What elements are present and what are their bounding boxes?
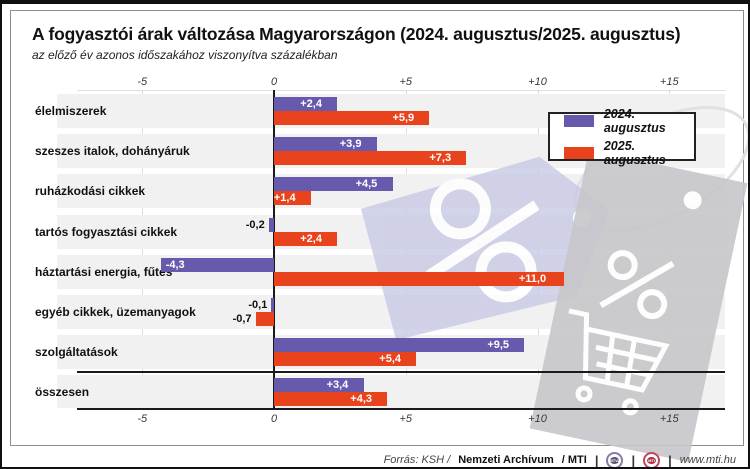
bar-2024 xyxy=(274,338,525,353)
bar-2024 xyxy=(274,177,393,192)
bar-value-label: +11,0 xyxy=(518,272,547,285)
bar-2025 xyxy=(274,191,311,206)
category-label: szeszes italok, dohányáruk xyxy=(35,144,190,159)
bar-value-label: +4,5 xyxy=(355,178,378,191)
source-prefix: Forrás: KSH / xyxy=(383,454,451,466)
summary-separator-line xyxy=(77,371,725,374)
category-label: ruházkodási cikkek xyxy=(35,184,146,199)
category-label: egyéb cikkek, üzemanyagok xyxy=(35,305,196,319)
bar-value-label: +7,3 xyxy=(429,152,452,165)
mtva-logo-text: MTVA xyxy=(609,456,621,464)
bar-chart: -5 -5 0 0 +5 +5 +10 +10 +15 +15 élelmiszerek +2,4 +5… xyxy=(2,4,748,467)
bar-value-label: +3,9 xyxy=(339,138,362,151)
bar-value-label: +5,4 xyxy=(379,353,401,366)
category-label: élelmiszerek xyxy=(35,104,107,118)
bar-2024 xyxy=(274,378,364,393)
bar-value-label: -0,7 xyxy=(232,313,252,325)
website-link[interactable]: www.mti.hu xyxy=(679,454,736,466)
x-tick-label-top: -5 xyxy=(137,76,148,88)
source-archive: Nemzeti Archívum xyxy=(458,454,554,466)
legend-item-2025: 2025. augusztus xyxy=(550,139,694,167)
bar-value-label: +9,5 xyxy=(487,339,510,352)
chart-frame xyxy=(10,10,744,446)
x-tick-label-bottom: +10 xyxy=(528,413,547,425)
bar-value-label: -4,3 xyxy=(165,258,185,271)
bar-2025 xyxy=(274,231,338,246)
footer-separator: | xyxy=(668,452,672,468)
zero-axis-line xyxy=(273,90,275,408)
bar-2025 xyxy=(274,392,388,407)
chart-legend: 2024. augusztus 2025. augusztus xyxy=(548,107,696,167)
mti-logo-text: MTI xyxy=(647,456,657,464)
bar-2025 xyxy=(274,271,564,286)
x-tick-label-top: +10 xyxy=(528,76,547,88)
plot-top-line xyxy=(77,90,725,91)
mti-logo-icon: MTI xyxy=(643,451,661,467)
page-title: A fogyasztói árak változása Magyarország… xyxy=(32,24,681,44)
bar-value-label: +3,4 xyxy=(326,379,349,392)
x-tick-label-bottom: -5 xyxy=(137,413,148,425)
bar-value-label: +5,9 xyxy=(392,112,415,124)
bar-2024 xyxy=(268,217,274,232)
bar-2025 xyxy=(274,352,417,367)
bar-2024 xyxy=(274,137,377,152)
bar-value-label: -0,1 xyxy=(248,299,268,311)
mtva-logo-icon: MTVA xyxy=(606,451,624,467)
source-suffix: / MTI xyxy=(561,454,587,466)
category-label: összesen xyxy=(35,384,90,399)
x-tick-label-bottom: +5 xyxy=(399,413,413,425)
footer-separator: | xyxy=(631,452,636,468)
x-axis-line xyxy=(77,408,725,410)
legend-label-2024: 2024. augusztus xyxy=(603,106,666,135)
bar-2024 xyxy=(160,257,274,272)
x-tick-label-top: +5 xyxy=(399,76,413,88)
bar-value-label: +2,4 xyxy=(300,98,322,110)
bar-2024 xyxy=(271,298,274,312)
category-label: szolgáltatások xyxy=(35,345,118,360)
category-label: háztartási energia, fűtés xyxy=(35,264,173,279)
bar-2025 xyxy=(274,111,430,125)
page-subtitle: az előző év azonos időszakához viszonyít… xyxy=(32,48,338,62)
bar-2025 xyxy=(274,151,467,166)
bar-value-label: +2,4 xyxy=(300,232,322,245)
bar-value-label: +1,4 xyxy=(273,192,296,205)
legend-label-2025: 2025. augusztus xyxy=(603,138,666,167)
bar-2025 xyxy=(255,312,274,326)
footer: Forrás: KSH / Nemzeti Archívum / MTI | M… xyxy=(2,448,736,468)
bar-value-label: +4,3 xyxy=(350,393,373,406)
category-label: tartós fogyasztási cikkek xyxy=(35,224,178,239)
legend-swatch-2025 xyxy=(564,146,594,159)
bar-2024 xyxy=(274,97,338,111)
x-tick-label-top: 0 xyxy=(270,76,278,88)
legend-item-2024: 2024. augusztus xyxy=(550,107,694,135)
footer-separator: | xyxy=(594,452,599,468)
legend-swatch-2024 xyxy=(564,114,594,127)
x-tick-label-bottom: 0 xyxy=(270,413,278,425)
gridline xyxy=(142,90,144,408)
x-tick-label-bottom: +15 xyxy=(659,413,679,425)
bar-value-label: -0,2 xyxy=(245,218,265,231)
x-tick-label-top: +15 xyxy=(659,76,679,88)
